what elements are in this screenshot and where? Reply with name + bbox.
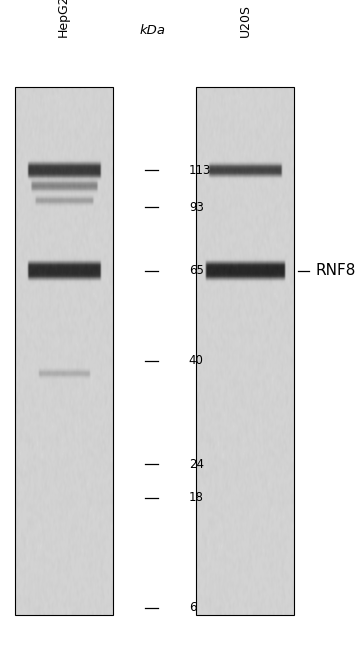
Text: 24: 24 (189, 458, 204, 471)
Text: HepG2: HepG2 (57, 0, 70, 37)
Text: 6: 6 (189, 601, 196, 615)
Bar (196, 87, 294, 615)
Text: kDa: kDa (139, 24, 166, 37)
Text: 40: 40 (189, 354, 204, 367)
Text: 18: 18 (189, 491, 204, 504)
Text: 93: 93 (189, 200, 204, 214)
Text: U20S: U20S (238, 4, 252, 37)
Text: RNF8: RNF8 (316, 263, 356, 278)
Bar (15, 87, 113, 615)
Text: 113: 113 (189, 164, 211, 177)
Text: 65: 65 (189, 264, 204, 277)
